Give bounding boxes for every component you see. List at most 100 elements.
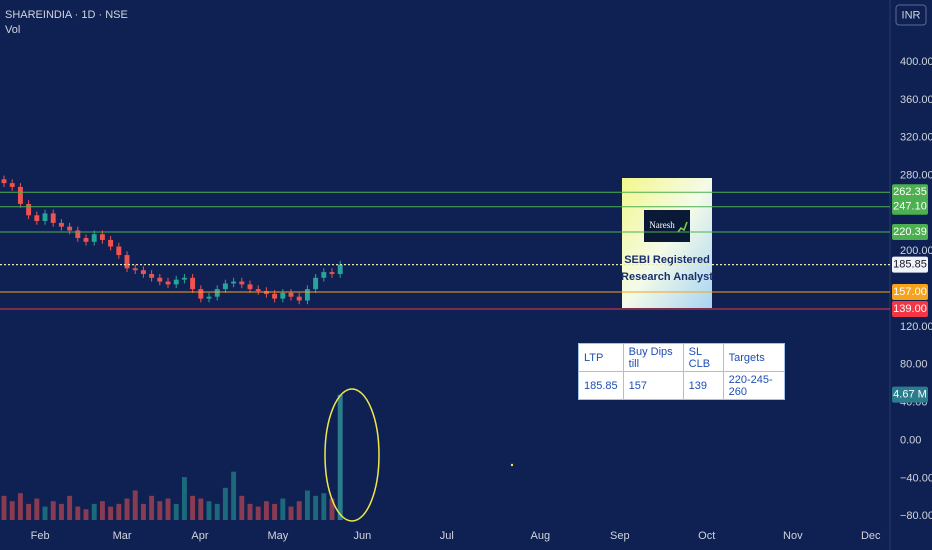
- level-label-bg: [892, 301, 928, 318]
- volume-bar: [67, 495, 73, 520]
- x-tick-label: Mar: [113, 530, 132, 542]
- volume-bar: [75, 506, 81, 520]
- volume-bar: [247, 503, 253, 520]
- volume-bar: [173, 503, 179, 520]
- table-row: 185.85 157 139 220-245-260: [578, 371, 785, 400]
- level-label-bg: [892, 184, 928, 201]
- candle-body: [34, 215, 40, 221]
- x-tick-label: May: [267, 530, 288, 542]
- level-label: 220.39: [893, 226, 927, 238]
- level-label-bg: [892, 283, 928, 300]
- symbol-title: SHAREINDIA · 1D · NSE: [5, 9, 128, 21]
- candle-body: [132, 268, 138, 271]
- level-label: 185.85: [893, 259, 927, 271]
- candle-body: [83, 238, 89, 242]
- header-cell: Targets: [722, 343, 785, 372]
- x-tick-label: Feb: [31, 530, 50, 542]
- volume-bar: [99, 501, 105, 520]
- logo-box: Naresh SEBI Registered Research Analyst: [621, 178, 713, 308]
- candle-body: [247, 284, 253, 290]
- x-tick-label: Aug: [530, 530, 550, 542]
- y-tick-label: 320.00: [900, 132, 932, 144]
- candle-body: [124, 255, 130, 269]
- volume-bar: [321, 493, 327, 520]
- cell: 157: [622, 371, 684, 400]
- summary-table: LTP Buy Dips till SL CLB Targets 185.85 …: [578, 343, 785, 400]
- volume-bar: [206, 501, 212, 520]
- cell: 220-245-260: [722, 371, 785, 400]
- annotation-dot: [510, 463, 514, 467]
- candle-body: [239, 281, 245, 285]
- candle-body: [67, 226, 73, 231]
- volume-bar: [329, 498, 335, 520]
- volume-bar: [83, 509, 89, 520]
- candle-body: [140, 270, 146, 274]
- candle-body: [288, 292, 294, 297]
- volume-bar: [124, 498, 130, 520]
- logo-icon: [677, 221, 688, 233]
- candle-body: [91, 234, 97, 242]
- volume-bar: [313, 495, 319, 520]
- header-cell: Buy Dips till: [622, 343, 684, 372]
- volume-bar: [116, 503, 122, 520]
- candle-body: [1, 179, 7, 184]
- currency-label[interactable]: INR: [902, 9, 921, 21]
- candle-body: [255, 289, 261, 292]
- header-cell: LTP: [578, 343, 624, 372]
- level-label-bg: [892, 223, 928, 240]
- candle-body: [116, 246, 122, 256]
- level-label-bg: [892, 198, 928, 215]
- volume-bar: [34, 498, 40, 520]
- candle-body: [108, 239, 114, 247]
- volume-bar: [17, 493, 23, 520]
- logo-panel: [622, 178, 712, 308]
- x-tick-label: Sep: [610, 530, 630, 542]
- candle-body: [157, 277, 163, 282]
- volume-label: 4.67 M: [893, 389, 927, 401]
- level-label-bg: [892, 256, 928, 273]
- candle-body: [280, 292, 286, 299]
- volume-bar: [58, 503, 64, 520]
- volume-bar: [222, 487, 228, 520]
- candle-body: [337, 264, 343, 274]
- volume-bar: [280, 498, 286, 520]
- x-tick-label: Jun: [353, 530, 371, 542]
- y-tick-label: −40.00: [900, 472, 932, 484]
- currency-button[interactable]: [895, 4, 927, 26]
- volume-bar: [190, 495, 196, 520]
- x-tick-label: Jul: [440, 530, 454, 542]
- logo-brand: Naresh: [649, 220, 675, 230]
- logo-mark: [644, 210, 690, 242]
- volume-title: Vol: [5, 24, 20, 36]
- volume-bar: [288, 506, 294, 520]
- cell: 185.85: [578, 371, 624, 400]
- candle-body: [198, 289, 204, 299]
- volume-bar: [91, 503, 97, 520]
- y-tick-label: 120.00: [900, 321, 932, 333]
- volume-bar: [263, 501, 269, 520]
- volume-bar: [157, 501, 163, 520]
- candle-body: [313, 277, 319, 290]
- volume-bar: [231, 471, 237, 520]
- y-tick-label: 360.00: [900, 94, 932, 106]
- volume-bar: [26, 503, 32, 520]
- level-label: 247.10: [893, 201, 927, 213]
- volume-bar: [214, 503, 220, 520]
- candle-body: [149, 273, 155, 278]
- volume-bar: [132, 490, 138, 520]
- volume-bar: [149, 495, 155, 520]
- y-tick-label: −80.00: [900, 510, 932, 522]
- level-label: 262.35: [893, 186, 927, 198]
- candle-body: [99, 234, 105, 240]
- candle-body: [304, 289, 310, 301]
- candle-body: [17, 186, 23, 204]
- x-tick-label: Apr: [191, 530, 208, 542]
- y-tick-label: 280.00: [900, 169, 932, 181]
- volume-bar: [272, 503, 278, 520]
- candle-body: [214, 289, 220, 297]
- header-cell: SL CLB: [682, 343, 724, 372]
- volume-bar: [50, 501, 56, 520]
- table-header: LTP Buy Dips till SL CLB Targets: [578, 343, 785, 372]
- candle-body: [173, 279, 179, 285]
